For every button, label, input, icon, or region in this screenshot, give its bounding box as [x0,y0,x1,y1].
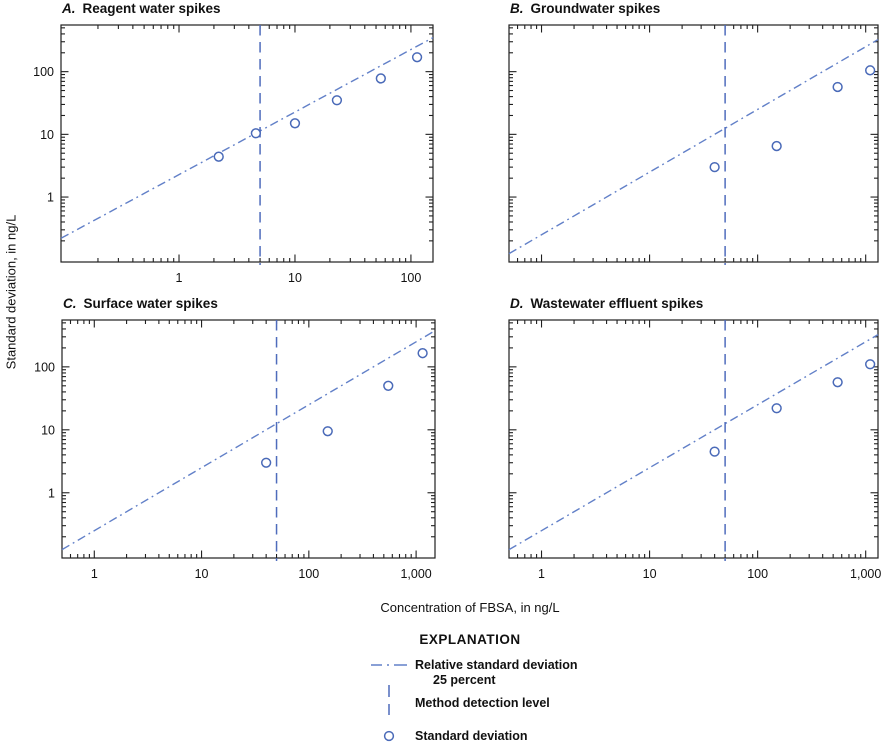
legend-heading: EXPLANATION [419,632,521,647]
legend-rsd-label: Relative standard deviation [415,658,578,672]
rsd-line-icon [371,664,407,666]
panel-a-title-text: Reagent water spikes [82,1,221,16]
svg-text:100: 100 [298,567,319,581]
mdl-line-icon [388,685,390,715]
panel-b-letter: B. [510,1,524,16]
panel-d-letter: D. [510,296,524,311]
panel-c-title: C. Surface water spikes [63,296,218,311]
svg-text:100: 100 [33,65,54,79]
svg-text:10: 10 [195,567,209,581]
svg-text:100: 100 [34,360,55,374]
panel-b-title: B. Groundwater spikes [510,1,660,16]
svg-text:1: 1 [538,567,545,581]
legend-mdl-label: Method detection level [415,696,550,710]
stdev-circle-icon [383,730,395,742]
x-axis-label: Concentration of FBSA, in ng/L [380,600,560,615]
svg-text:1: 1 [176,271,183,285]
svg-text:1,000: 1,000 [400,567,431,581]
panel-a-title: A. Reagent water spikes [62,1,221,16]
svg-text:10: 10 [41,423,55,437]
panel-c-title-text: Surface water spikes [83,296,218,311]
svg-text:10: 10 [288,271,302,285]
svg-text:10: 10 [40,128,54,142]
legend-rsd-label-line2: 25 percent [433,673,496,687]
svg-text:10: 10 [643,567,657,581]
panel-d-title: D. Wastewater effluent spikes [510,296,703,311]
svg-text:1,000: 1,000 [850,567,881,581]
panel-b-title-text: Groundwater spikes [530,1,661,16]
y-axis-label: Standard deviation, in ng/L [3,214,19,370]
svg-text:100: 100 [747,567,768,581]
panel-d-title-text: Wastewater effluent spikes [530,296,704,311]
svg-text:1: 1 [47,191,54,205]
svg-text:1: 1 [91,567,98,581]
panel-c-letter: C. [63,296,77,311]
legend-stdev-label: Standard deviation [415,729,528,743]
svg-text:100: 100 [400,271,421,285]
panel-a-letter: A. [62,1,76,16]
svg-text:1: 1 [48,486,55,500]
